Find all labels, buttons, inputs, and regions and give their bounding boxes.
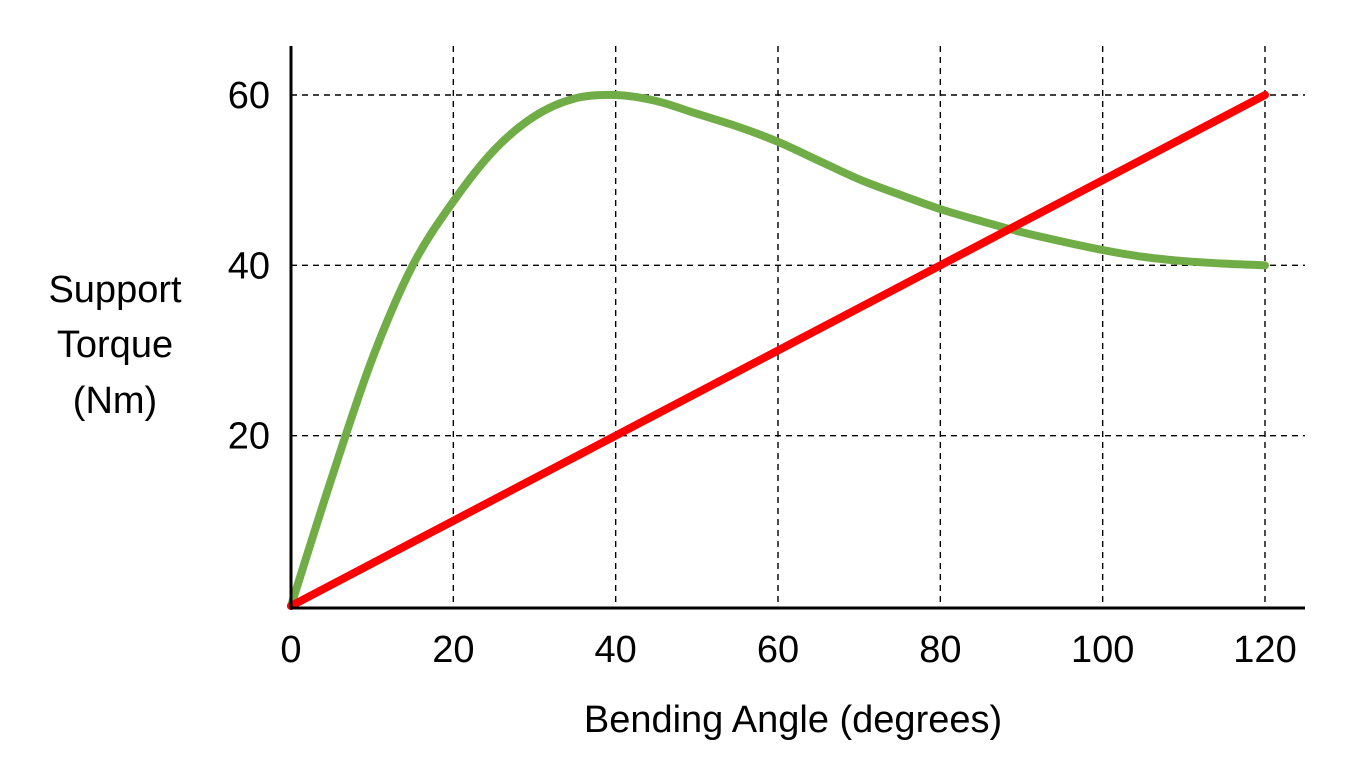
tick-labels: 0 20 40 60 80 100 120 20 40 60 bbox=[228, 75, 1297, 671]
x-tick-label: 20 bbox=[432, 629, 474, 671]
y-tick-label: 60 bbox=[228, 75, 270, 117]
red-series-line bbox=[287, 91, 1269, 610]
y-tick-label: 40 bbox=[228, 245, 270, 287]
axes bbox=[289, 46, 1305, 610]
x-tick-label: 80 bbox=[919, 629, 961, 671]
x-tick-label: 100 bbox=[1071, 629, 1134, 671]
green-series-line bbox=[287, 90, 1269, 610]
y-axis-title-line-1: Support bbox=[48, 269, 182, 311]
series-group bbox=[287, 90, 1269, 610]
x-tick-label: 60 bbox=[757, 629, 799, 671]
y-axis-title-line-3: (Nm) bbox=[73, 380, 157, 422]
x-axis-title: Bending Angle (degrees) bbox=[584, 699, 1002, 741]
x-tick-label: 40 bbox=[595, 629, 637, 671]
x-tick-label: 0 bbox=[280, 629, 301, 671]
y-axis-title-line-2: Torque bbox=[57, 324, 173, 366]
x-tick-label: 120 bbox=[1233, 629, 1296, 671]
y-tick-label: 20 bbox=[228, 416, 270, 458]
